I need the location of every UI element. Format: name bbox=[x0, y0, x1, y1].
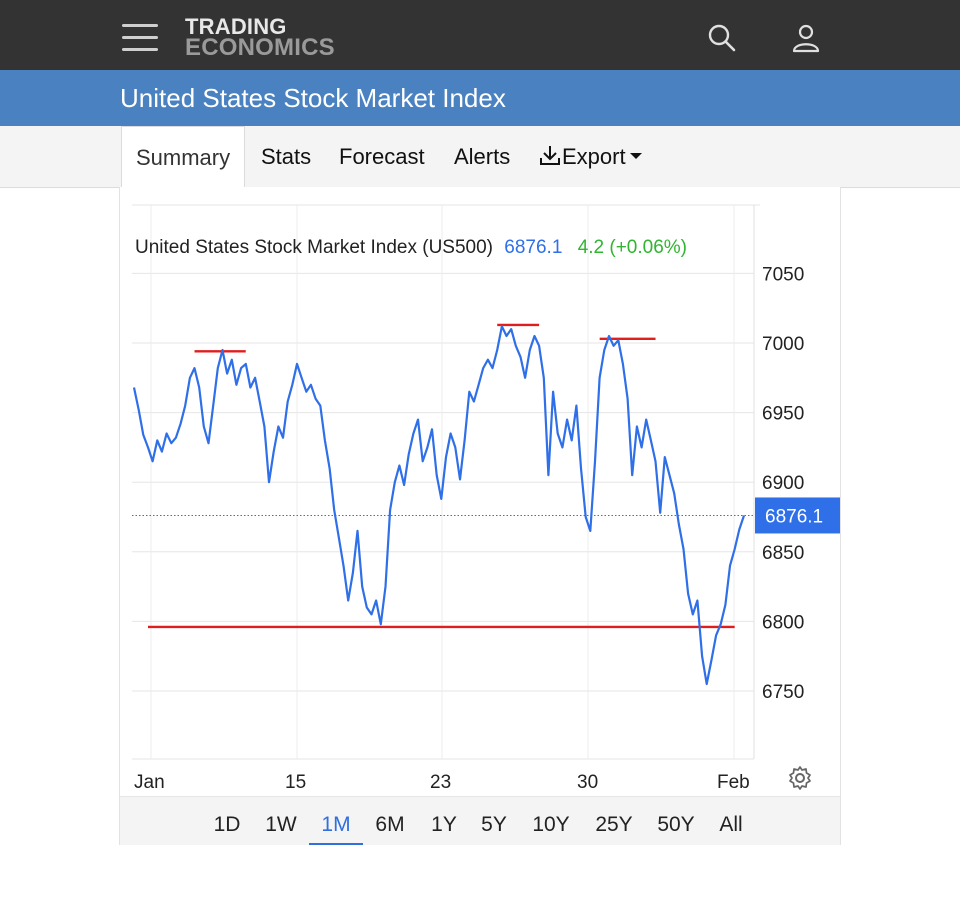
title-bar: United States Stock Market Index bbox=[0, 70, 960, 126]
settings-gear-icon[interactable] bbox=[787, 765, 813, 791]
chevron-down-icon bbox=[629, 153, 642, 160]
range-selector: 1D 1W 1M 6M 1Y 5Y 10Y 25Y 50Y All bbox=[120, 796, 840, 845]
tab-forecast[interactable]: Forecast bbox=[339, 144, 425, 169]
y-tick-label: 7000 bbox=[762, 334, 804, 355]
chart-change: 4.2 (+0.06%) bbox=[578, 237, 687, 258]
page-title: United States Stock Market Index bbox=[120, 83, 506, 113]
range-10y[interactable]: 10Y bbox=[532, 813, 570, 836]
range-1y[interactable]: 1Y bbox=[431, 813, 457, 836]
tab-bar: Summary Stats Forecast Alerts Export bbox=[0, 126, 960, 189]
export-label: Export bbox=[562, 144, 626, 169]
range-5y[interactable]: 5Y bbox=[481, 813, 507, 836]
y-tick-label: 6850 bbox=[762, 543, 804, 564]
chart-price: 6876.1 bbox=[504, 237, 562, 258]
range-50y[interactable]: 50Y bbox=[657, 813, 695, 836]
price-chart[interactable]: 7050 7000 6950 6900 6850 6800 6750 Jan 15 23 30 Fe… bbox=[120, 187, 840, 795]
range-1d[interactable]: 1D bbox=[213, 813, 241, 836]
tab-export[interactable]: Export bbox=[538, 126, 642, 187]
y-axis-ticks: 7050 7000 6950 6900 6850 6800 6750 bbox=[762, 264, 804, 703]
x-tick-label: 30 bbox=[577, 772, 598, 793]
range-1m[interactable]: 1M bbox=[309, 797, 363, 845]
logo-line1: TRADING bbox=[185, 14, 287, 39]
x-tick-label: 23 bbox=[430, 772, 451, 793]
last-price-tag bbox=[755, 497, 840, 534]
chart-instrument-name: United States Stock Market Index (US500) bbox=[135, 237, 493, 258]
x-tick-label: 15 bbox=[285, 772, 306, 793]
y-tick-label: 6750 bbox=[762, 682, 804, 703]
chart-grid bbox=[132, 204, 760, 760]
chart-header: United States Stock Market Index (US500)… bbox=[135, 237, 687, 258]
y-tick-label: 6800 bbox=[762, 612, 804, 633]
range-25y[interactable]: 25Y bbox=[595, 813, 633, 836]
x-axis-ticks: Jan 15 23 30 Feb bbox=[134, 772, 750, 793]
top-nav-bar: TRADING ECONOMICS bbox=[0, 0, 960, 70]
logo-line2: ECONOMICS bbox=[185, 34, 335, 61]
y-tick-label: 6900 bbox=[762, 473, 804, 494]
y-tick-label: 6950 bbox=[762, 404, 804, 425]
chart-annotations bbox=[147, 323, 735, 629]
x-tick-label: Feb bbox=[717, 772, 750, 793]
tab-stats[interactable]: Stats bbox=[261, 144, 312, 169]
logo[interactable]: TRADING ECONOMICS bbox=[185, 14, 335, 61]
menu-icon[interactable] bbox=[122, 24, 158, 52]
search-icon[interactable] bbox=[706, 22, 738, 54]
range-all[interactable]: All bbox=[719, 813, 743, 836]
range-6m[interactable]: 6M bbox=[375, 813, 405, 836]
x-tick-label: Jan bbox=[134, 772, 165, 793]
user-icon[interactable] bbox=[790, 22, 822, 54]
series-line bbox=[132, 325, 746, 686]
y-tick-label: 7050 bbox=[762, 264, 804, 285]
range-1w[interactable]: 1W bbox=[265, 813, 297, 836]
chart-panel: 7050 7000 6950 6900 6850 6800 6750 Jan 15 23 30 Fe… bbox=[119, 187, 841, 845]
last-price-label: 6876.1 bbox=[765, 506, 823, 527]
tab-alerts[interactable]: Alerts bbox=[454, 144, 511, 169]
tab-summary[interactable]: Summary bbox=[121, 126, 246, 189]
download-icon bbox=[540, 146, 560, 165]
